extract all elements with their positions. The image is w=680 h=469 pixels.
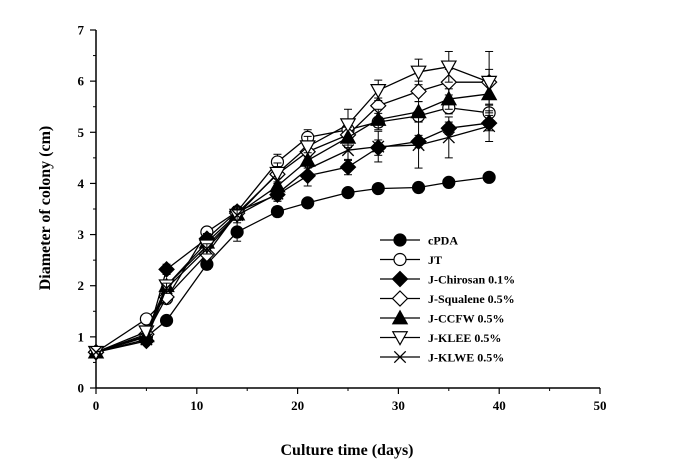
- marker-point: [391, 270, 409, 288]
- legend: cPDA JT J-Chirosan 0.1% J-Squalene 0.5% J-CC…: [380, 233, 515, 365]
- marker-stroke: [482, 119, 496, 133]
- marker-point: [480, 75, 498, 91]
- legend-item: cPDA: [380, 233, 458, 248]
- marker-point: [270, 204, 285, 219]
- marker-point: [301, 196, 315, 210]
- y-tick-label: 7: [78, 23, 85, 38]
- y-tick-label: 0: [78, 381, 85, 396]
- x-tick-label: 30: [392, 398, 405, 413]
- marker-stroke: [393, 350, 407, 364]
- marker-point: [440, 60, 458, 76]
- marker-point: [159, 313, 174, 328]
- marker-point: [89, 346, 103, 359]
- series-j-klwe-0-5: [89, 110, 496, 359]
- marker-point: [341, 144, 355, 157]
- y-tick-label: 5: [78, 125, 85, 140]
- marker-point: [410, 103, 427, 119]
- legend-label: cPDA: [428, 234, 458, 248]
- marker-point: [410, 65, 427, 81]
- marker-point: [442, 131, 455, 144]
- marker-stroke: [89, 346, 103, 359]
- marker-stroke: [442, 131, 455, 144]
- marker-point: [299, 140, 316, 156]
- marker-point: [411, 180, 426, 195]
- marker-point: [391, 331, 409, 346]
- marker-point: [393, 252, 407, 267]
- marker-stroke: [140, 333, 153, 346]
- legend-label: J-KLWE 0.5%: [428, 351, 504, 365]
- marker-point: [230, 225, 244, 239]
- y-axis-title: Diameter of colony (cm): [37, 126, 54, 291]
- legend-item: JT: [380, 252, 442, 267]
- marker-point: [371, 181, 385, 196]
- marker-stroke: [230, 208, 244, 222]
- marker-point: [271, 187, 284, 200]
- legend-item: J-CCFW 0.5%: [380, 309, 504, 326]
- legend-item: J-KLEE 0.5%: [380, 331, 501, 346]
- marker-point: [339, 158, 357, 176]
- marker-stroke: [412, 138, 425, 152]
- legend-item: J-Squalene 0.5%: [380, 290, 515, 307]
- marker-stroke: [160, 282, 173, 295]
- marker-stroke: [271, 187, 284, 200]
- marker-point: [140, 333, 153, 346]
- y-tick-label: 3: [78, 227, 85, 242]
- y-tick-label: 2: [78, 278, 85, 293]
- legend-item: J-KLWE 0.5%: [380, 351, 504, 365]
- legend-label: J-CCFW 0.5%: [428, 312, 504, 326]
- marker-point: [410, 83, 427, 100]
- marker-point: [391, 309, 409, 325]
- series-cpda: [89, 170, 496, 359]
- marker-point: [391, 290, 409, 307]
- marker-point: [339, 118, 357, 134]
- marker-point: [372, 140, 385, 153]
- marker-point: [301, 162, 314, 176]
- marker-point: [370, 111, 387, 126]
- x-tick-label: 40: [493, 398, 506, 413]
- marker-point: [482, 170, 496, 184]
- marker-point: [341, 186, 355, 200]
- x-tick-label: 20: [291, 398, 304, 413]
- marker-point: [393, 350, 407, 364]
- marker-stroke: [301, 162, 314, 176]
- legend-label: JT: [428, 253, 442, 267]
- legend-label: J-KLEE 0.5%: [428, 331, 501, 345]
- marker-stroke: [200, 242, 214, 256]
- y-tick-label: 1: [78, 329, 85, 344]
- series-layer: [87, 50, 498, 361]
- y-tick-label: 6: [78, 74, 85, 89]
- marker-point: [160, 282, 173, 295]
- marker-point: [442, 175, 456, 190]
- y-tick-label: 4: [78, 176, 85, 191]
- plot-axes: 0 10 20 30 40 50 0 1 2 3 4 5 6 7: [78, 23, 607, 414]
- marker-point: [482, 119, 496, 133]
- marker-point: [370, 83, 387, 99]
- marker-point: [393, 233, 407, 247]
- marker-point: [412, 138, 425, 152]
- marker-point: [230, 208, 244, 222]
- marker-point: [440, 90, 458, 106]
- marker-stroke: [372, 140, 385, 153]
- legend-item: J-Chirosan 0.1%: [380, 270, 515, 288]
- series-line: [95, 125, 490, 353]
- marker-stroke: [341, 144, 355, 157]
- x-tick-label: 10: [190, 398, 203, 413]
- legend-label: J-Chirosan 0.1%: [428, 273, 515, 287]
- x-axis-title: Culture time (days): [280, 442, 413, 459]
- x-tick-label: 0: [93, 398, 100, 413]
- marker-point: [269, 166, 286, 182]
- marker-point: [200, 242, 214, 256]
- legend-label: J-Squalene 0.5%: [428, 292, 515, 306]
- marker-point: [158, 261, 175, 278]
- x-tick-label: 50: [594, 398, 607, 413]
